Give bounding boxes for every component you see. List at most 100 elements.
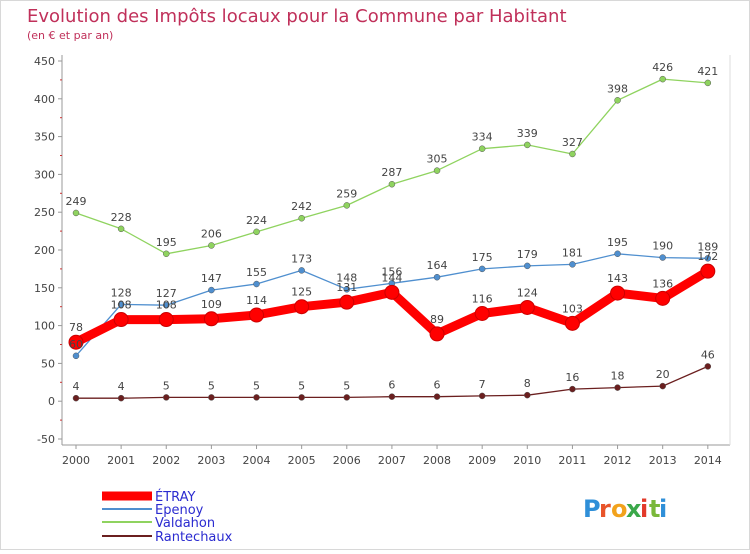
y-tick-label: 300 (34, 168, 55, 181)
data-point (163, 250, 170, 258)
data-label: 116 (472, 293, 493, 306)
brand-letter: i (640, 495, 648, 523)
legend-label: ÉTRAY (155, 489, 196, 505)
data-point (474, 306, 490, 322)
data-point (478, 265, 486, 273)
data-point (72, 352, 80, 360)
y-tick-label: 350 (34, 131, 55, 144)
data-point (569, 261, 576, 268)
data-point (72, 209, 80, 217)
data-point (158, 312, 174, 328)
data-label: 125 (291, 286, 312, 299)
data-point (429, 326, 445, 342)
data-point (253, 280, 260, 288)
data-point (564, 315, 580, 331)
y-tick-label: 0 (48, 395, 55, 408)
x-tick-label: 2011 (558, 454, 586, 467)
data-point (659, 254, 666, 261)
data-label: 108 (111, 299, 132, 312)
y-tick-label: 100 (34, 320, 55, 333)
data-point (524, 262, 531, 270)
data-label: 156 (381, 265, 402, 278)
data-point (343, 394, 351, 401)
data-point (163, 301, 170, 309)
y-tick-label: 200 (34, 244, 55, 257)
series-rantechaux (72, 363, 712, 402)
data-label: 109 (201, 298, 222, 311)
data-label: 228 (111, 211, 132, 224)
legend-label: Valdahon (155, 516, 215, 531)
data-point (433, 167, 441, 174)
data-label: 189 (697, 240, 718, 253)
x-tick-label: 2005 (288, 454, 316, 467)
brand-letter: r (599, 495, 611, 523)
data-point (208, 242, 215, 249)
data-label: 287 (381, 166, 402, 179)
y-tick-label: 400 (34, 93, 55, 106)
data-label: 242 (291, 200, 312, 213)
data-point (388, 180, 396, 188)
data-label: 195 (607, 236, 628, 249)
data-label: 8 (524, 377, 531, 390)
x-tick-label: 2000 (62, 454, 90, 467)
data-label: 108 (156, 299, 177, 312)
data-point (433, 273, 441, 281)
data-label: 179 (517, 248, 538, 261)
data-label: 206 (201, 227, 222, 240)
brand-letter: t (649, 495, 660, 523)
data-label: 339 (517, 127, 538, 140)
data-point (298, 214, 305, 222)
data-point (163, 394, 170, 401)
data-label: 164 (427, 259, 448, 272)
data-point (249, 307, 265, 323)
data-point (117, 301, 125, 308)
data-label: 60 (69, 338, 83, 351)
data-label: 89 (430, 313, 444, 326)
data-label: 124 (517, 286, 538, 299)
data-label: 46 (701, 348, 715, 361)
brand-logo: Pr oxi ti (583, 495, 667, 523)
data-point (614, 384, 621, 391)
data-point (68, 334, 84, 350)
data-label: 78 (69, 321, 83, 334)
data-label: 148 (336, 271, 357, 284)
data-point (208, 286, 215, 294)
legend-label: Epenoy (155, 503, 204, 518)
data-point (610, 285, 626, 301)
data-point (478, 145, 486, 152)
brand-letter: P (583, 495, 601, 523)
data-label: 20 (656, 368, 670, 381)
data-point (614, 97, 621, 104)
data-point (704, 255, 712, 262)
data-label: 144 (381, 271, 402, 284)
data-point (343, 286, 351, 293)
data-label: 190 (652, 240, 673, 253)
data-label: 173 (291, 252, 312, 265)
data-label: 181 (562, 246, 583, 259)
data-point (208, 394, 215, 401)
axes: -50 0 50 100 150 200 250 300 350 400 450 2000 2001 20… (34, 55, 731, 467)
chart-subtitle: (en € et par an) (27, 29, 113, 42)
brand-letter: x (626, 495, 642, 523)
series-etray (68, 263, 716, 350)
data-point (700, 263, 716, 279)
y-tick-label: 450 (34, 55, 55, 68)
data-label: 4 (73, 380, 80, 393)
data-label: 103 (562, 302, 583, 315)
data-label: 6 (388, 379, 395, 392)
data-point (478, 392, 486, 400)
x-tick-label: 2014 (694, 454, 722, 467)
data-label: 426 (652, 61, 673, 74)
data-label: 5 (343, 379, 350, 392)
data-point (384, 284, 400, 300)
data-label: 5 (253, 379, 260, 392)
data-point (298, 394, 305, 401)
series-layer (68, 75, 716, 402)
data-label: 4 (118, 380, 125, 393)
data-label: 127 (156, 287, 177, 300)
data-point (433, 393, 441, 400)
data-point (569, 385, 576, 393)
